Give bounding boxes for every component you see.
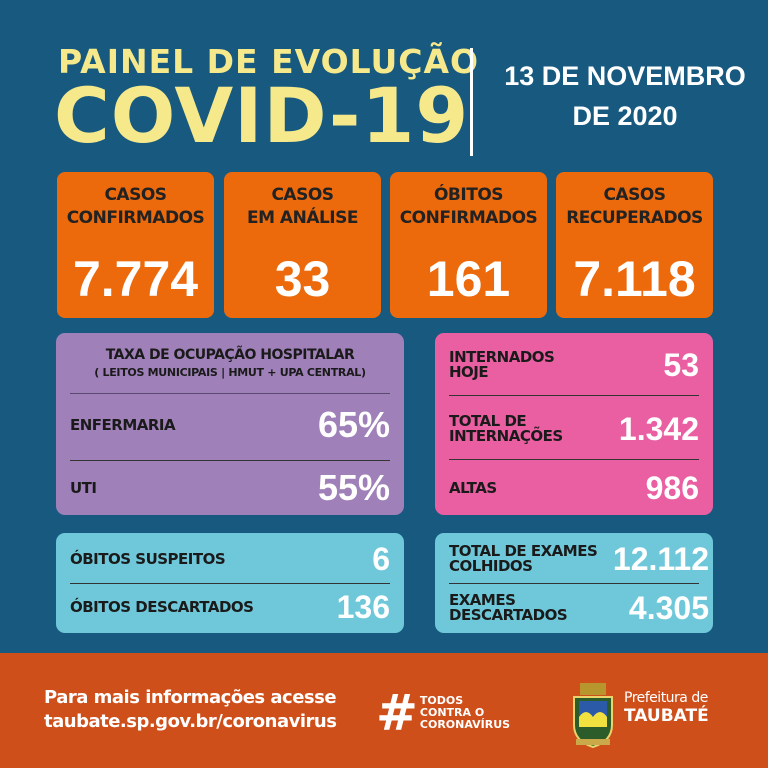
divider [449,583,699,584]
footer: Para mais informações acesse taubate.sp.… [0,653,768,768]
row-label: ENFERMARIA [70,415,176,434]
row-label: COLHIDOS [449,557,533,575]
card-confirmed: CASOS CONFIRMADOS 7.774 [57,172,214,318]
row-label: INTERNADOS [449,348,555,366]
title-covid: COVID-19 [54,71,470,160]
card-value: 7.118 [573,251,696,307]
hashtag-icon: # [376,684,418,742]
divider [449,395,699,396]
date: 13 DE NOVEMBRO DE 2020 [485,56,765,136]
title-line1: PAINEL DE EVOLUÇÃO [58,42,480,81]
row-label: TOTAL DE [449,412,527,430]
card-label: CASOS [603,185,666,205]
card-value: 33 [274,251,331,307]
hospital-panel: INTERNADOS HOJE 53 TOTAL DE INTERNAÇÕES 1.34… [435,333,713,515]
card-label: CASOS [271,185,334,205]
card-analysis: CASOS EM ANÁLISE 33 [224,172,381,318]
divider [470,48,473,156]
tag-line: CONTRA O [419,706,485,719]
date-line2: DE 2020 [572,101,678,131]
row-label: EXAMES [449,591,516,609]
row-value: 986 [645,469,699,506]
footer-link[interactable]: taubate.sp.gov.br/coronavirus [44,711,337,732]
row-value: 1.342 [618,410,699,447]
row-label: INTERNAÇÕES [449,427,563,445]
divider [70,460,390,461]
card-label: ÓBITOS [433,185,504,205]
occupancy-row: ENFERMARIA 65% [70,403,390,447]
card-value: 7.774 [72,251,199,307]
deaths-panel: ÓBITOS SUSPEITOS 6 ÓBITOS DESCARTADOS 136 [56,533,404,633]
row-label: ÓBITOS DESCARTADOS [70,597,254,616]
card-label: CONFIRMADOS [399,208,538,228]
exams-panel: TOTAL DE EXAMES COLHIDOS 12.112 EXAMES DESC… [435,533,713,633]
card-label: CASOS [104,185,167,205]
row-label: ALTAS [449,478,497,497]
hospital-row: TOTAL DE INTERNAÇÕES 1.342 [449,407,699,451]
date-line1: 13 DE NOVEMBRO [504,61,746,91]
row-label: ÓBITOS SUSPEITOS [70,549,226,568]
row-value: 53 [663,346,699,383]
brand-line2: TAUBATÉ [624,706,709,726]
divider [70,393,390,394]
card-label: RECUPERADOS [566,208,703,228]
taubate-coat-of-arms-icon [573,683,613,749]
divider [70,583,390,584]
occupancy-title: TAXA DE OCUPAÇÃO HOSPITALAR [105,347,355,363]
deaths-row: ÓBITOS DESCARTADOS 136 [70,587,390,627]
row-value: 4.305 [628,589,709,626]
row-label: HOJE [449,363,489,381]
hospital-row: ALTAS 986 [449,466,699,510]
card-deaths: ÓBITOS CONFIRMADOS 161 [390,172,547,318]
brand-line1: Prefeitura de [624,690,708,706]
tag-line: CORONAVÍRUS [419,718,511,731]
row-value: 12.112 [612,540,709,577]
row-value: 65% [317,404,390,445]
card-label: EM ANÁLISE [246,208,359,228]
row-label: TOTAL DE EXAMES [449,542,598,560]
exams-row: TOTAL DE EXAMES COLHIDOS 12.112 [449,539,709,579]
divider [449,459,699,460]
hospital-row: INTERNADOS HOJE 53 [449,343,699,387]
row-value: 55% [317,467,390,508]
deaths-row: ÓBITOS SUSPEITOS 6 [70,539,390,579]
occupancy-subtitle: ( LEITOS MUNICIPAIS | HMUT + UPA CENTRAL… [94,366,366,379]
card-value: 161 [426,251,511,307]
footer-info: Para mais informações acesse [44,687,337,708]
row-value: 136 [336,588,390,625]
occupancy-panel: TAXA DE OCUPAÇÃO HOSPITALAR ( LEITOS MUN… [56,333,404,515]
tag-line: TODOS [419,694,464,707]
row-label: UTI [70,478,97,497]
card-recovered: CASOS RECUPERADOS 7.118 [556,172,713,318]
card-label: CONFIRMADOS [66,208,205,228]
row-value: 6 [372,540,390,577]
row-label: DESCARTADOS [449,606,568,624]
occupancy-row: UTI 55% [70,466,390,510]
exams-row: EXAMES DESCARTADOS 4.305 [449,587,709,629]
